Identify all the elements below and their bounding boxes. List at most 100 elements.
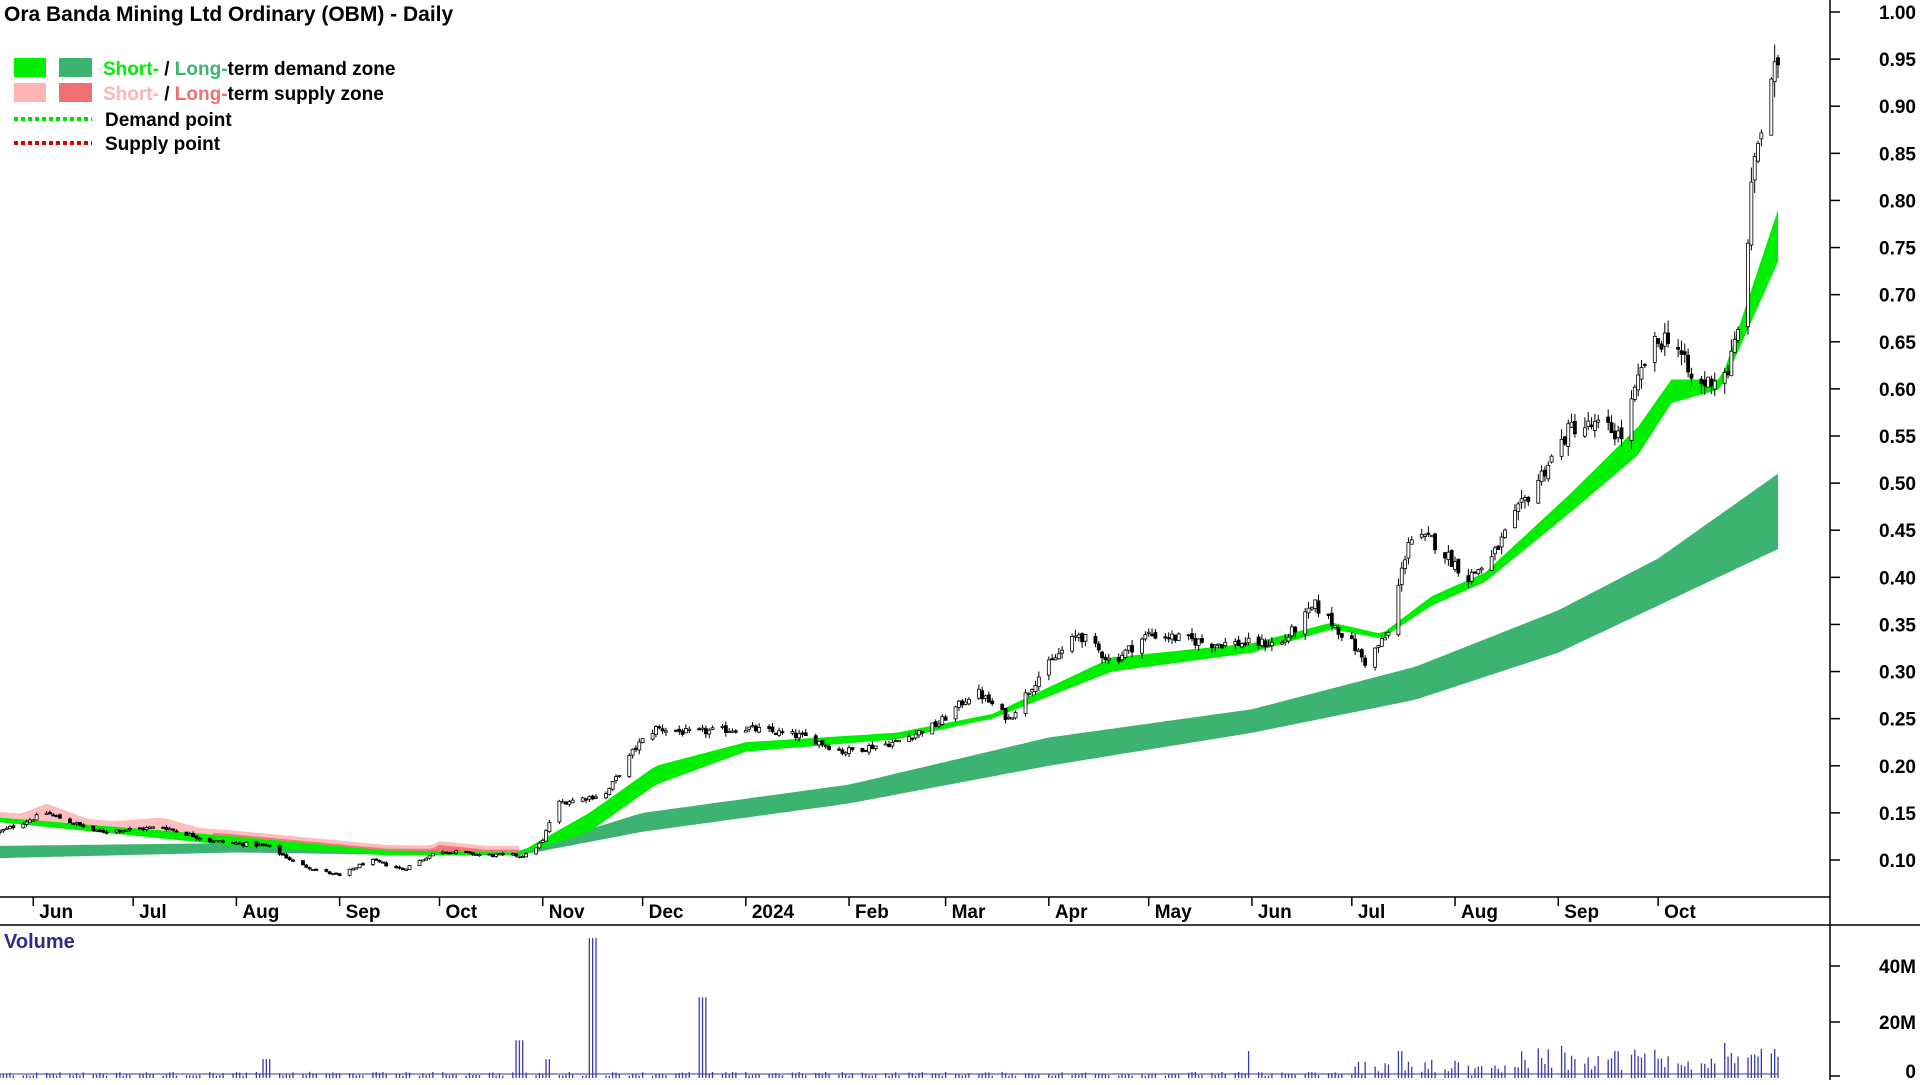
candle	[1190, 627, 1194, 642]
candle	[104, 830, 109, 835]
legend-swatch-long-supply	[59, 83, 92, 102]
candle	[920, 730, 925, 737]
candle	[707, 728, 712, 739]
candle	[753, 724, 758, 733]
price-tick-label: 0.20	[1879, 757, 1916, 778]
candle	[1056, 648, 1061, 660]
volume-title: Volume	[4, 931, 75, 953]
candle	[1060, 645, 1065, 659]
candle	[1566, 419, 1571, 456]
price-tick-label: 0.70	[1879, 286, 1916, 307]
candle	[1026, 691, 1031, 698]
candle	[1126, 645, 1131, 654]
candle	[847, 745, 851, 758]
candle	[1572, 414, 1577, 438]
candle	[1732, 331, 1737, 354]
candle	[171, 828, 176, 833]
candle	[291, 858, 295, 862]
candle	[770, 723, 775, 734]
candle	[151, 826, 156, 830]
candle	[1629, 390, 1634, 449]
candle	[793, 728, 798, 741]
candle	[640, 737, 645, 744]
candle	[1403, 555, 1407, 575]
candle	[331, 872, 335, 876]
candle	[1363, 655, 1368, 669]
candle	[1339, 633, 1344, 642]
candle	[221, 839, 225, 844]
candle	[1100, 650, 1104, 664]
candle	[1140, 637, 1144, 659]
candle	[943, 714, 948, 721]
candle	[1503, 528, 1507, 539]
candle	[780, 728, 785, 735]
candle	[587, 795, 592, 803]
candle	[1749, 167, 1754, 251]
candle	[680, 728, 685, 737]
candle	[1373, 647, 1378, 671]
candle	[21, 822, 26, 829]
candle	[1163, 633, 1168, 642]
candle	[813, 733, 818, 745]
candle	[450, 851, 455, 854]
candle	[1682, 343, 1687, 363]
price-tick-label: 0.45	[1879, 521, 1916, 542]
candle	[1306, 601, 1311, 619]
candle	[790, 728, 795, 736]
price-tick-label: 0.75	[1879, 239, 1916, 260]
candle	[767, 724, 772, 732]
candle	[940, 714, 945, 726]
candle	[800, 730, 805, 738]
legend-entry-demand-point: Demand point	[105, 110, 232, 131]
candle	[1193, 632, 1198, 649]
candle	[1659, 340, 1664, 353]
time-tick-label: Sep	[1564, 902, 1599, 923]
candle	[883, 740, 888, 746]
candle	[1429, 535, 1434, 538]
candle	[590, 794, 595, 801]
candle	[500, 851, 505, 857]
candle	[817, 740, 821, 749]
candle	[1759, 129, 1764, 147]
candle	[840, 747, 845, 756]
candle	[687, 726, 692, 734]
candle	[311, 868, 315, 872]
candle	[594, 794, 598, 800]
candle	[464, 850, 469, 853]
candle	[1469, 569, 1474, 585]
candle	[334, 872, 339, 875]
candle	[743, 726, 748, 733]
candle	[1399, 561, 1404, 592]
candle	[217, 840, 222, 843]
candle	[1582, 417, 1587, 438]
legend-entry-supply-point: Supply point	[105, 134, 221, 155]
candle	[1523, 494, 1527, 509]
price-tick-label: 0.90	[1879, 97, 1916, 118]
time-tick-label: Nov	[549, 902, 585, 923]
candle	[347, 868, 352, 877]
candle	[58, 813, 62, 819]
candle	[394, 864, 399, 869]
candle	[1772, 44, 1777, 97]
candle	[837, 746, 841, 751]
time-axis: Jun Jul Aug Sep Oct Nov Dec 2024 Feb Mar Apr May Jun…	[32, 897, 1696, 923]
candle	[301, 860, 305, 866]
price-tick-label: 0.55	[1879, 427, 1916, 448]
candle	[487, 853, 492, 856]
candle	[31, 818, 36, 822]
candle	[91, 825, 96, 832]
candle	[1293, 626, 1298, 638]
time-tick-label: May	[1155, 902, 1192, 923]
candle	[1003, 707, 1008, 724]
candle	[703, 725, 708, 738]
candle	[963, 697, 968, 706]
candle	[1776, 54, 1780, 79]
candle	[850, 747, 855, 752]
candle	[48, 810, 52, 815]
candle	[1746, 239, 1750, 335]
long-term-demand-zone	[0, 473, 1778, 859]
price-tick-label: 0.30	[1879, 663, 1916, 684]
candle	[1722, 368, 1727, 394]
candle	[1000, 703, 1005, 711]
candle	[933, 719, 938, 728]
